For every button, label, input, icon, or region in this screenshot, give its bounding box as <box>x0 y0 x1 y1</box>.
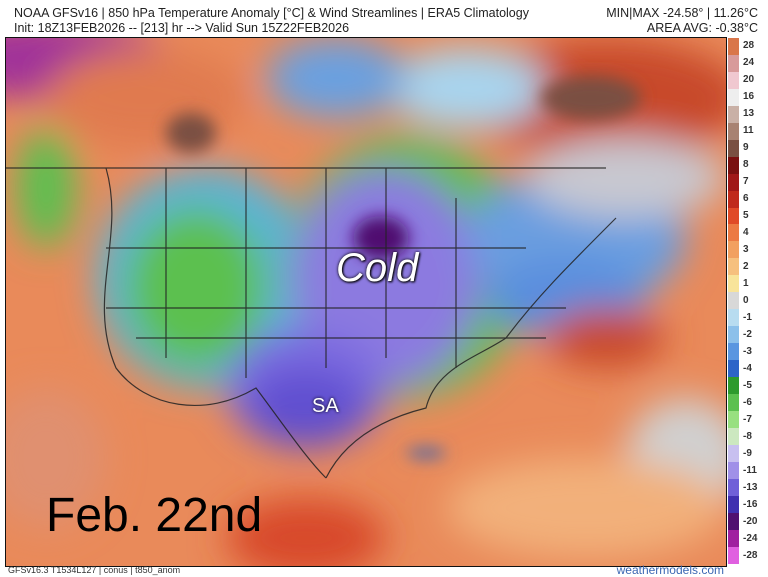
colorbar-segment <box>728 275 739 293</box>
temperature-anomaly-map: Cold SA Feb. 22nd <box>5 37 727 567</box>
model-info: GFSv16.3 T1534L127 | conus | t850_anom <box>8 565 181 575</box>
colorbar-segment <box>728 410 739 428</box>
colorbar <box>728 38 739 564</box>
colorbar-label: -8 <box>743 430 752 442</box>
colorbar-segment <box>728 546 739 564</box>
colorbar-label: 2 <box>743 261 749 273</box>
colorbar-segment <box>728 173 739 191</box>
colorbar-segment <box>728 38 739 55</box>
colorbar-label: -6 <box>743 396 752 408</box>
colorbar-segment <box>728 139 739 157</box>
colorbar-segment <box>728 478 739 496</box>
cold-annotation: Cold <box>336 246 419 290</box>
colorbar-segment <box>728 292 739 310</box>
colorbar-segment <box>728 241 739 259</box>
min-max-readout: MIN|MAX -24.58° | 11.26°C <box>606 6 758 20</box>
colorbar-label: -1 <box>743 311 752 323</box>
colorbar-segment <box>728 461 739 479</box>
colorbar-label: 8 <box>743 159 749 171</box>
colorbar-label: -24 <box>743 532 758 544</box>
colorbar-segment <box>728 207 739 225</box>
colorbar-segment <box>728 343 739 361</box>
colorbar-label: 7 <box>743 176 749 188</box>
colorbar-segment <box>728 529 739 547</box>
colorbar-segment <box>728 377 739 395</box>
colorbar-label: -7 <box>743 413 752 425</box>
site-credit: weathermodels.com <box>616 563 724 577</box>
colorbar-label: 1 <box>743 278 749 290</box>
colorbar-segment <box>728 71 739 89</box>
colorbar-segment <box>728 122 739 140</box>
colorbar-label: 13 <box>743 108 755 120</box>
colorbar-label: -5 <box>743 379 752 391</box>
colorbar-label: 9 <box>743 142 749 154</box>
colorbar-label: -9 <box>743 447 752 459</box>
sa-annotation: SA <box>312 395 339 417</box>
colorbar-label: 24 <box>743 57 755 69</box>
colorbar-segment <box>728 394 739 411</box>
colorbar-label: 4 <box>743 227 749 239</box>
colorbar-segment <box>728 54 739 72</box>
colorbar-segment <box>728 495 739 513</box>
colorbar-segment <box>728 444 739 462</box>
area-average-readout: AREA AVG: -0.38°C <box>646 21 758 35</box>
colorbar-segment <box>728 360 739 378</box>
colorbar-label: -16 <box>743 498 758 510</box>
colorbar-label: 16 <box>743 91 755 103</box>
colorbar-segment <box>728 512 739 530</box>
colorbar-label: 20 <box>743 74 755 86</box>
colorbar-segment <box>728 105 739 123</box>
colorbar-label: -3 <box>743 345 752 357</box>
colorbar-segment <box>728 224 739 242</box>
colorbar-label: -11 <box>743 464 757 476</box>
colorbar-label: -2 <box>743 328 752 340</box>
init-valid-time: Init: 18Z13FEB2026 -- [213] hr --> Valid… <box>14 21 350 35</box>
colorbar-segment <box>728 88 739 106</box>
colorbar-label: -13 <box>743 481 758 493</box>
colorbar-label: 11 <box>743 125 754 137</box>
colorbar-segment <box>728 309 739 327</box>
colorbar-label: -28 <box>743 549 758 561</box>
colorbar-segment <box>728 258 739 276</box>
colorbar-segment <box>728 326 739 344</box>
colorbar-label: -4 <box>743 362 752 374</box>
colorbar-label: 0 <box>743 295 749 306</box>
colorbar-segment <box>728 156 739 174</box>
date-annotation: Feb. 22nd <box>46 489 263 542</box>
colorbar-label: -20 <box>743 515 758 527</box>
colorbar-label: 6 <box>743 193 749 205</box>
colorbar-label: 5 <box>743 210 749 222</box>
colorbar-segment <box>728 427 739 445</box>
colorbar-label: 3 <box>743 244 749 256</box>
map-title: NOAA GFSv16 | 850 hPa Temperature Anomal… <box>14 6 529 20</box>
colorbar-segment <box>728 190 739 208</box>
colorbar-label: 28 <box>743 40 755 52</box>
